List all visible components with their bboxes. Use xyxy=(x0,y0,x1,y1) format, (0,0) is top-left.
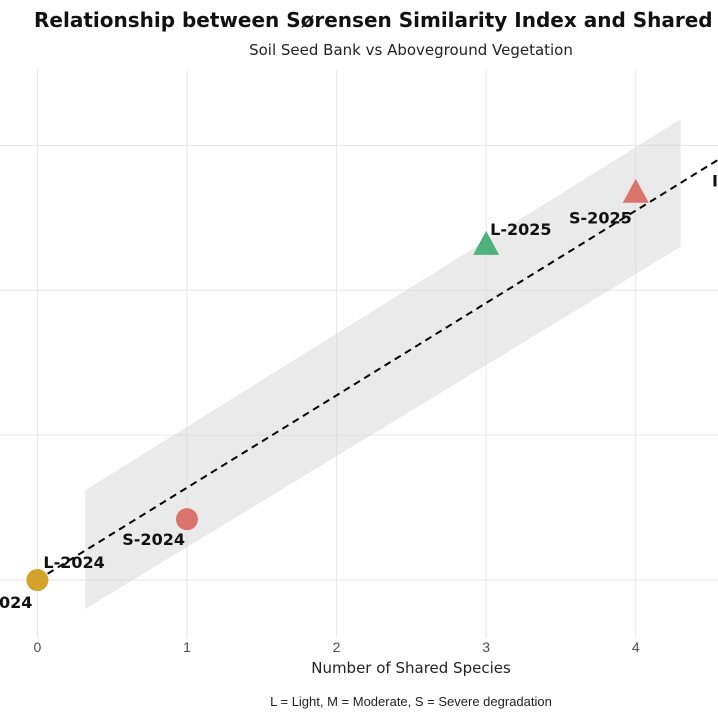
point-label-s-2024: S-2024 xyxy=(122,530,185,549)
x-tick-label: 4 xyxy=(632,639,640,655)
x-tick-label: 0 xyxy=(33,639,41,655)
point-label-l-2025: L-2025 xyxy=(490,220,551,239)
data-points xyxy=(26,178,649,592)
x-tick-label: 2 xyxy=(333,639,341,655)
data-point-l-2024 xyxy=(26,569,49,592)
point-label-s-2025: S-2025 xyxy=(569,209,632,228)
point-label-l-2024: L-2024 xyxy=(43,553,104,572)
x-axis-ticks: 0 1 2 3 4 xyxy=(33,639,639,655)
x-tick-label: 1 xyxy=(183,639,191,655)
trend-line-path xyxy=(36,158,718,581)
point-label-clipped: 024 xyxy=(0,593,32,612)
x-axis-label: Number of Shared Species xyxy=(311,659,511,677)
confidence-band-area xyxy=(85,119,681,610)
point-labels: L-2024 S-2024 L-2025 S-2025 024 I xyxy=(0,172,718,612)
data-point-s-2025 xyxy=(622,178,649,203)
chart-caption: L = Light, M = Moderate, S = Severe degr… xyxy=(270,694,552,709)
data-point-s-2024 xyxy=(175,508,198,531)
point-label-clipped: I xyxy=(712,172,718,191)
x-tick-label: 3 xyxy=(482,639,490,655)
trend-line xyxy=(36,158,718,581)
chart-title: Relationship between Sørensen Similarity… xyxy=(34,8,718,32)
data-point-l-2025 xyxy=(473,230,500,255)
confidence-band xyxy=(85,119,681,610)
chart-subtitle: Soil Seed Bank vs Aboveground Vegetation xyxy=(249,41,573,59)
